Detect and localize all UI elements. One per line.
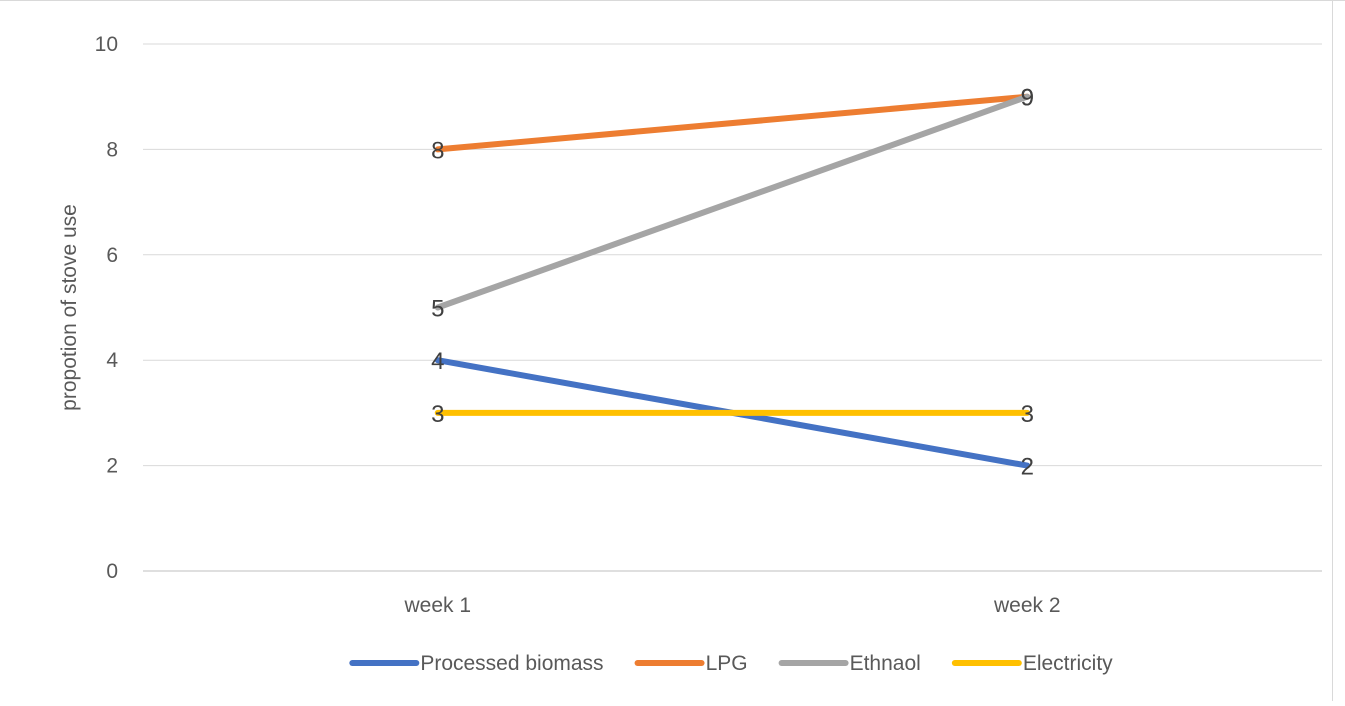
y-tick-label: 0 — [106, 560, 118, 583]
legend-label: Electricity — [1023, 652, 1113, 675]
data-label: 9 — [1021, 85, 1034, 112]
x-tick-label: week 1 — [403, 594, 471, 617]
y-tick-label: 10 — [95, 33, 118, 56]
y-axis-ticks: 0 2 4 6 8 10 — [95, 33, 119, 583]
y-tick-label: 4 — [106, 349, 118, 372]
series-line — [434, 93, 1031, 311]
frame-border-right — [1332, 0, 1333, 701]
data-label: 2 — [1021, 454, 1034, 481]
x-tick-label: week 2 — [993, 594, 1061, 617]
data-label: 8 — [431, 137, 444, 164]
data-label: 3 — [1021, 401, 1034, 428]
legend-label: Processed biomass — [420, 652, 603, 675]
gridlines — [143, 43, 1322, 572]
legend-label: Ethnaol — [850, 652, 921, 675]
legend: Processed biomass LPG Ethnaol Electricity — [349, 652, 1113, 675]
series-line — [434, 93, 1031, 153]
data-label: 5 — [431, 296, 444, 323]
y-tick-label: 2 — [106, 455, 118, 478]
data-label: 4 — [431, 348, 444, 375]
frame-border-top — [0, 0, 1345, 1]
y-tick-label: 6 — [106, 244, 118, 267]
series-lines — [434, 93, 1031, 469]
legend-label: LPG — [706, 652, 748, 675]
y-axis-label: propotion of stove use — [58, 204, 81, 411]
x-axis-ticks: week 1 week 2 — [403, 594, 1060, 617]
data-label: 9 — [1021, 85, 1034, 112]
y-tick-label: 8 — [106, 138, 118, 161]
data-label: 3 — [431, 401, 444, 428]
